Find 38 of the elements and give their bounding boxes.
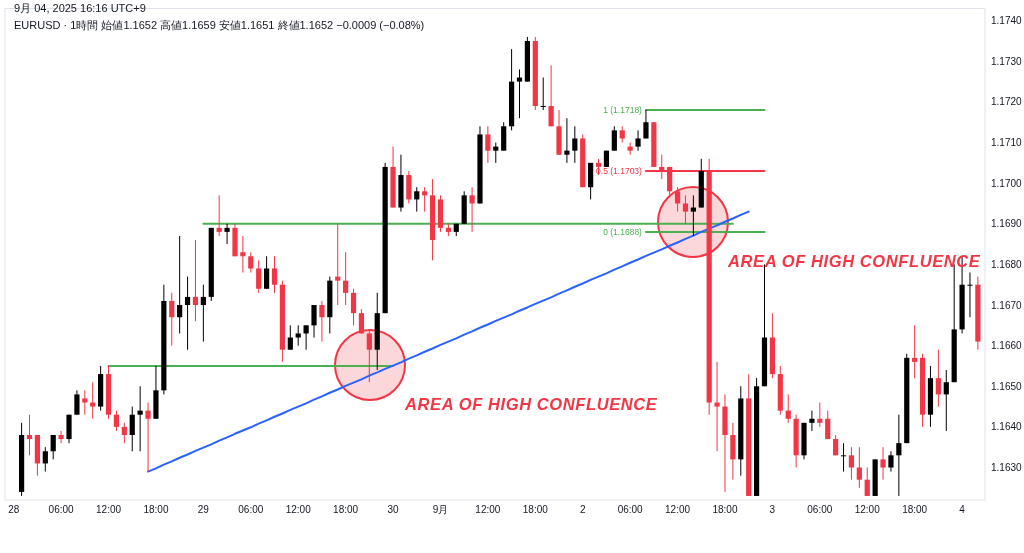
y-tick-label: 1.1710: [991, 137, 1023, 149]
y-tick-label: 1.1640: [991, 421, 1023, 433]
y-tick-label: 1.1700: [991, 177, 1023, 189]
x-tick-label: 2: [579, 504, 586, 515]
x-tick-label: 9月: [432, 504, 449, 515]
text: EURUSD · 1時間 始値1.1652 高値1.1659 安値1.1651 終値1.1652 −0.0009 (−0.08%): [14, 19, 425, 31]
x-tick-label: 4: [959, 504, 966, 515]
y-tick-label: 1.1650: [991, 380, 1023, 392]
annotation: AREA OF HIGH CONFLUENCE: [404, 395, 658, 413]
x-tick-label: 28: [8, 504, 20, 515]
y-tick-label: 1.1670: [991, 299, 1023, 311]
x-tick-label: 18:00: [522, 504, 549, 515]
x-tick-label: 3: [769, 504, 776, 515]
y-tick-label: 1.1680: [991, 258, 1023, 270]
x-tick-label: 12:00: [285, 504, 312, 515]
x-tick-label: 18:00: [143, 504, 169, 515]
x-tick-label: 18:00: [333, 504, 359, 515]
x-tick-label: 12:00: [665, 504, 691, 515]
y-tick-label: 1.1630: [991, 462, 1023, 473]
x-tick-label: 06:00: [807, 504, 833, 515]
series-label: 0 (1.1688): [603, 226, 643, 237]
x-tick-label: 06:00: [238, 504, 264, 515]
y-tick-label: 1.1660: [991, 340, 1023, 352]
y-tick-label: 1.1740: [991, 15, 1023, 27]
y-tick-label: 1.1690: [991, 218, 1023, 230]
x-tick-label: 29: [197, 504, 210, 515]
series-label: 1 (1.1718): [603, 105, 643, 116]
chart-title: 9月 04, 2025 16:16 UTC+9: [14, 2, 146, 14]
x-tick-label: 18:00: [712, 504, 738, 515]
y-tick-label: 1.1730: [991, 55, 1023, 67]
x-tick-label: 12:00: [96, 504, 122, 515]
x-tick-label: 30: [387, 504, 400, 515]
x-tick-label: 06:00: [617, 504, 644, 515]
y-tick-label: 1.1720: [991, 96, 1023, 108]
x-tick-label: 12:00: [854, 504, 881, 515]
x-tick-label: 06:00: [48, 504, 75, 515]
x-tick-label: 12:00: [475, 504, 501, 515]
x-tick-label: 18:00: [902, 504, 928, 515]
